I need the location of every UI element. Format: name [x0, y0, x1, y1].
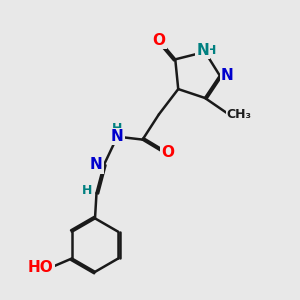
Text: N: N	[111, 129, 124, 144]
Text: H: H	[112, 122, 122, 135]
Text: N: N	[221, 68, 234, 83]
Text: H: H	[206, 44, 217, 57]
Text: O: O	[152, 32, 165, 47]
Text: H: H	[82, 184, 92, 196]
Text: O: O	[161, 146, 174, 160]
Text: N: N	[90, 158, 103, 172]
Text: N: N	[196, 43, 209, 58]
Text: CH₃: CH₃	[227, 108, 252, 121]
Text: HO: HO	[28, 260, 53, 275]
